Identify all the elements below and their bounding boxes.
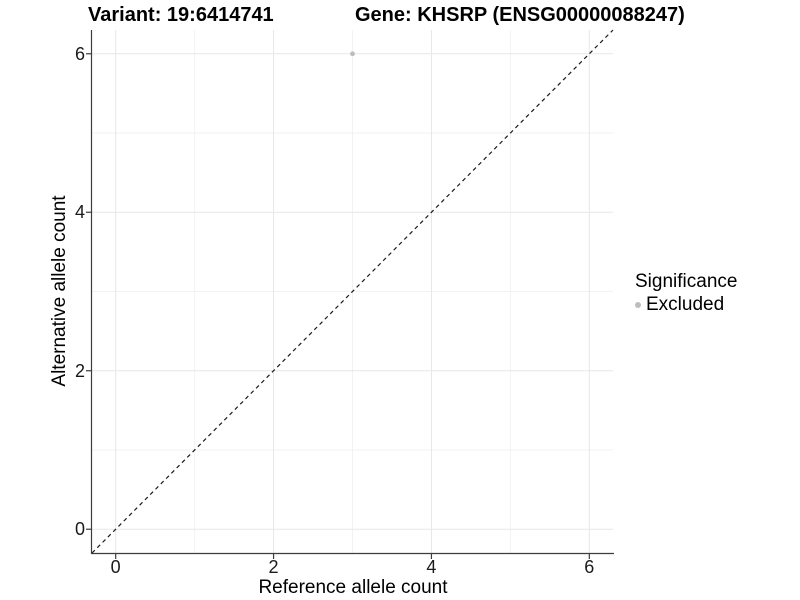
legend-entry: Excluded [635,295,737,315]
y-tick-label: 4 [74,202,85,223]
plot-title-gene: Gene: KHSRP (ENSG00000088247) [355,4,685,26]
y-axis-title: Alternative allele count [49,195,70,387]
legend-title: Significance [635,271,738,292]
legend: Significance Excluded [635,271,737,315]
y-tick-label: 0 [74,519,85,540]
plot-title-variant: Variant: 19:6414741 [88,4,274,26]
legend-entries: Excluded [635,295,737,315]
x-tick-label: 6 [584,557,595,577]
x-axis-title: Reference allele count [258,577,448,598]
legend-point-icon [635,302,641,308]
x-tick-label: 0 [110,557,121,577]
y-tick-label: 2 [74,360,85,381]
y-tick-label: 6 [74,43,85,64]
identity-line [91,29,614,554]
x-tick-label: 4 [426,557,437,577]
x-tick-label: 2 [268,557,279,577]
data-point [350,51,355,57]
legend-entry-label: Excluded [646,294,725,315]
